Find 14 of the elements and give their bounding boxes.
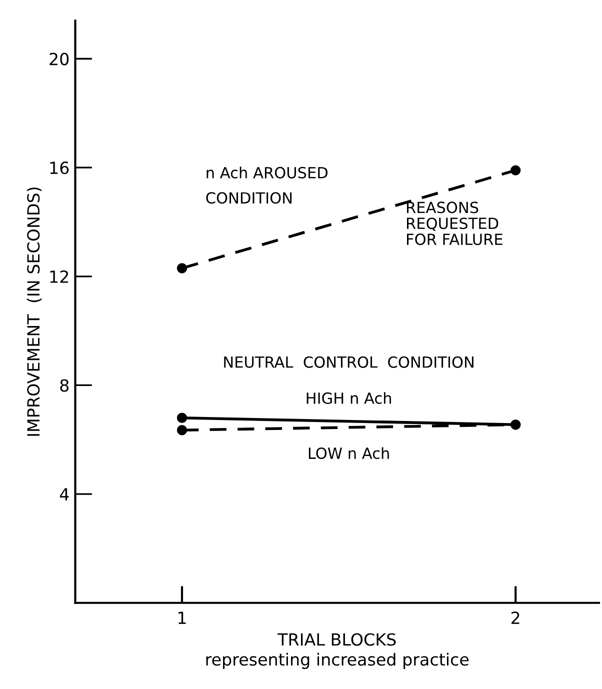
y-tick-label: 20 bbox=[50, 52, 69, 66]
x-tick-label: 1 bbox=[178, 612, 186, 624]
x-axis-title: TRIAL BLOCKS representing increased practice bbox=[206, 633, 469, 669]
y-axis-title: IMPROVEMENT (IN SECONDS) bbox=[26, 188, 42, 436]
annotation: REASONS REQUESTED FOR FAILURE bbox=[407, 202, 502, 246]
x-tick-label: 2 bbox=[512, 612, 520, 624]
y-tick-label: 8 bbox=[60, 379, 69, 392]
y-tick-label: 16 bbox=[50, 162, 69, 174]
y-tick-label: 12 bbox=[50, 270, 68, 283]
series-label: LOW n Ach bbox=[308, 447, 389, 460]
y-tick-label: 4 bbox=[60, 488, 69, 500]
series-label: HIGH n Ach bbox=[306, 392, 391, 404]
series-label: n Ach AROUSED CONDITION bbox=[206, 166, 328, 204]
annotation: NEUTRAL CONTROL CONDITION bbox=[224, 356, 474, 368]
